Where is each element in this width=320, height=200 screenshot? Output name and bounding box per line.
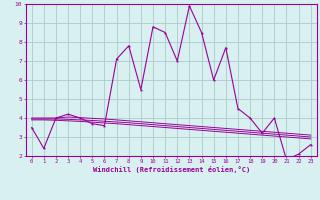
X-axis label: Windchill (Refroidissement éolien,°C): Windchill (Refroidissement éolien,°C) [92,166,250,173]
